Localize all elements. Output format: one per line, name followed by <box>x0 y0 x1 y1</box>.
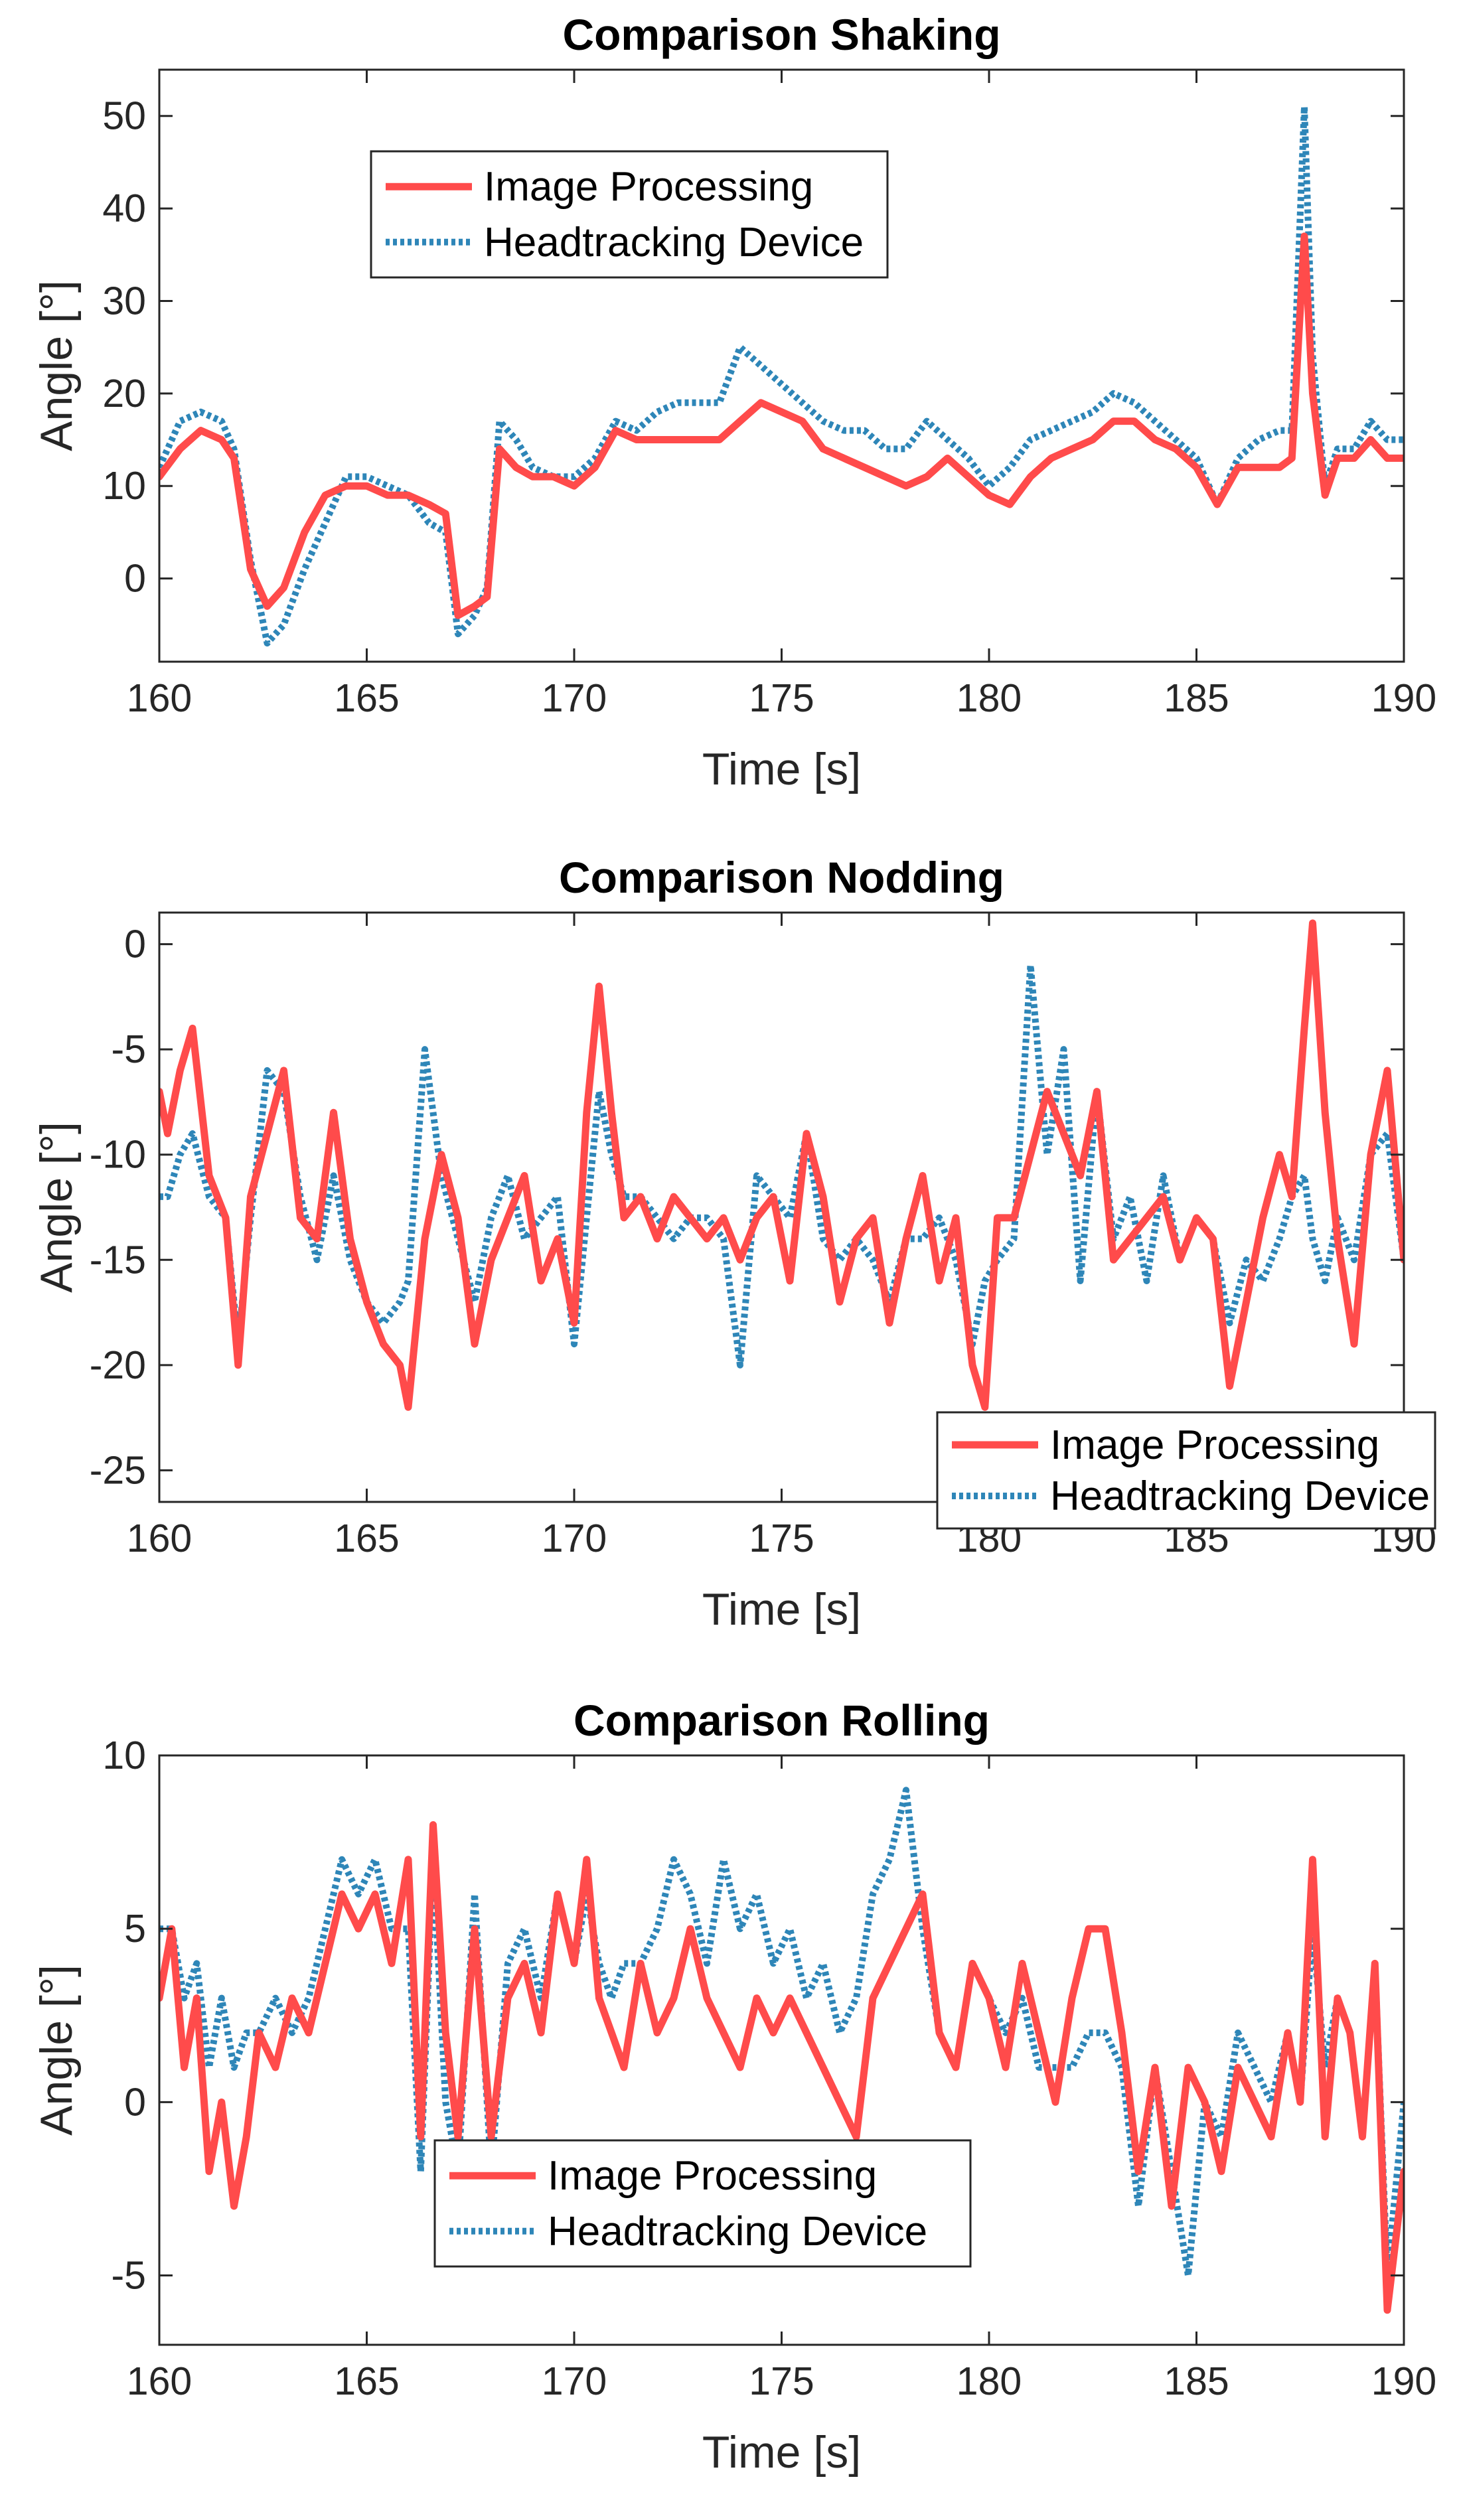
series-headtracking-device-line <box>159 1787 1404 2279</box>
y-tick-label: -10 <box>90 1133 146 1177</box>
x-tick-label: 190 <box>1371 2359 1436 2403</box>
series-headtracking-device-line <box>159 103 1404 647</box>
legend-box <box>936 1411 1436 1530</box>
series-group <box>159 919 1404 1411</box>
y-tick-label: 0 <box>124 2080 146 2124</box>
y-tick-label: 5 <box>124 1907 146 1951</box>
x-tick-label: 185 <box>1164 2359 1229 2403</box>
y-axis-label: Angle [°] <box>31 1964 82 2136</box>
x-axis-label: Time [s] <box>702 744 861 794</box>
y-tick-label: 20 <box>102 372 146 415</box>
x-tick-label: 175 <box>749 2359 814 2403</box>
legend-label: Image Processing <box>548 2153 877 2199</box>
x-tick-label: 165 <box>334 2359 399 2403</box>
series-image-processing-line <box>159 232 1404 619</box>
x-tick-label: 170 <box>542 2359 607 2403</box>
legend: Image Processing Headtracking Device <box>936 1411 1436 1530</box>
x-tick-label: 180 <box>957 676 1022 720</box>
y-tick-label: -5 <box>112 2254 146 2298</box>
x-tick-label: 160 <box>127 676 192 720</box>
series-group <box>159 103 1404 647</box>
series-image-processing-line <box>159 919 1404 1411</box>
x-tick-label: 185 <box>1164 676 1229 720</box>
x-axis-label: Time [s] <box>702 1584 861 1635</box>
x-tick-label: 165 <box>334 1517 399 1560</box>
series-image-processing-line <box>159 1821 1404 2314</box>
legend-label: Image Processing <box>1050 1422 1379 1468</box>
y-tick-label: 10 <box>102 1734 146 1777</box>
y-tick-label: 50 <box>102 94 146 138</box>
chart-title: Comparison Rolling <box>574 1696 990 1745</box>
panel-3: 160 165 170 175 180 185 190 -5 0 5 10 Comparison Ro… <box>31 1696 1436 2478</box>
y-tick-label: -20 <box>90 1343 146 1387</box>
panel-1: 160 165 170 175 180 185 190 0 10 20 30 40 50 Comparis… <box>31 10 1436 794</box>
y-tick-label: 30 <box>102 279 146 323</box>
y-axis-label: Angle [°] <box>31 1122 82 1293</box>
y-tick-label: 0 <box>124 923 146 966</box>
x-tick-label: 160 <box>127 1517 192 1560</box>
legend-label: Image Processing <box>484 164 813 210</box>
legend-box <box>433 2139 972 2268</box>
x-tick-label: 170 <box>542 1517 607 1560</box>
y-tick-label: -5 <box>112 1027 146 1071</box>
x-tick-label: 165 <box>334 676 399 720</box>
x-axis-label: Time [s] <box>702 2427 861 2478</box>
x-tick-label: 170 <box>542 676 607 720</box>
y-tick-label: 10 <box>102 464 146 508</box>
legend-label: Headtracking Device <box>484 220 864 265</box>
chart-title: Comparison Shaking <box>562 10 1000 59</box>
panel-2: 160 165 170 175 180 185 190-25-20-15-10-50Comp… <box>31 853 1436 1635</box>
x-tick-label: 175 <box>749 1517 814 1560</box>
legend: Image Processing Headtracking Device <box>370 150 889 279</box>
x-tick-label: 175 <box>749 676 814 720</box>
y-axis-label: Angle [°] <box>31 280 82 451</box>
legend: Image Processing Headtracking Device <box>433 2139 972 2268</box>
x-tick-label: 160 <box>127 2359 192 2403</box>
legend-box <box>370 150 889 279</box>
y-tick-label: -25 <box>90 1448 146 1492</box>
y-tick-label: -15 <box>90 1238 146 1282</box>
legend-label: Headtracking Device <box>548 2209 927 2255</box>
series-group <box>159 1787 1404 2314</box>
y-tick-label: 40 <box>102 186 146 230</box>
x-tick-label: 180 <box>957 2359 1022 2403</box>
x-tick-label: 190 <box>1371 676 1436 720</box>
chart-title: Comparison Nodding <box>559 853 1004 902</box>
legend-label: Headtracking Device <box>1050 1473 1430 1519</box>
y-tick-label: 0 <box>124 557 146 601</box>
